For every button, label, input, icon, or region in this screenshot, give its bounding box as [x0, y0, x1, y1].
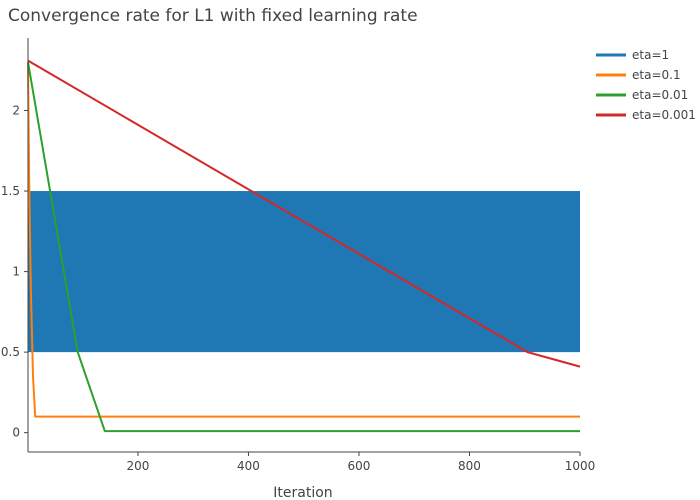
- x-tick-label: 400: [237, 459, 260, 473]
- y-tick-label: 2: [12, 103, 20, 117]
- y-tick-label: 0: [12, 426, 20, 440]
- chart-title: Convergence rate for L1 with fixed learn…: [8, 6, 418, 26]
- y-tick-label: 0.5: [1, 345, 20, 359]
- series-eta-0-1-line: [27, 62, 580, 418]
- x-tick-label: 600: [348, 459, 371, 473]
- legend-label-eta-0-1[interactable]: eta=0.1: [632, 68, 681, 82]
- legend-label-eta-0-001[interactable]: eta=0.001: [632, 108, 696, 122]
- series-eta-0-001-line: [27, 59, 581, 368]
- x-tick-label: 1000: [565, 459, 596, 473]
- axes-layer: 200 400 600 800 1000 0 0.5 1 1.5 2: [1, 38, 595, 473]
- series-layer: [27, 59, 581, 433]
- series-eta-0-01-line: [27, 62, 580, 433]
- x-axis-title: Iteration: [273, 485, 332, 500]
- legend: eta=1 eta=0.1 eta=0.01 eta=0.001: [596, 48, 696, 122]
- y-tick-label: 1: [12, 265, 20, 279]
- legend-label-eta-0-01[interactable]: eta=0.01: [632, 88, 688, 102]
- legend-label-eta-1[interactable]: eta=1: [632, 48, 669, 62]
- x-tick-label: 800: [458, 459, 481, 473]
- x-tick-label: 200: [127, 459, 150, 473]
- series-eta-1-band: [28, 191, 580, 353]
- y-tick-label: 1.5: [1, 184, 20, 198]
